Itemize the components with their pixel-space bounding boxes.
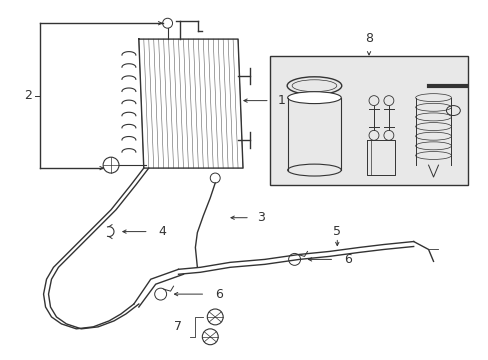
Text: 7: 7 — [174, 320, 182, 333]
Text: 5: 5 — [333, 225, 341, 238]
Text: 2: 2 — [24, 89, 32, 102]
Text: 8: 8 — [364, 32, 372, 45]
Text: 4: 4 — [158, 225, 166, 238]
Text: 6: 6 — [344, 253, 351, 266]
Ellipse shape — [415, 113, 450, 121]
Ellipse shape — [415, 103, 450, 111]
Bar — [269, 56, 468, 185]
Ellipse shape — [287, 164, 341, 176]
Ellipse shape — [415, 132, 450, 140]
Ellipse shape — [415, 94, 450, 102]
Ellipse shape — [415, 123, 450, 131]
Ellipse shape — [415, 142, 450, 150]
Text: 6: 6 — [215, 288, 223, 301]
Text: 1: 1 — [277, 94, 285, 107]
Ellipse shape — [287, 92, 341, 104]
Text: 3: 3 — [256, 211, 264, 224]
Ellipse shape — [415, 152, 450, 159]
